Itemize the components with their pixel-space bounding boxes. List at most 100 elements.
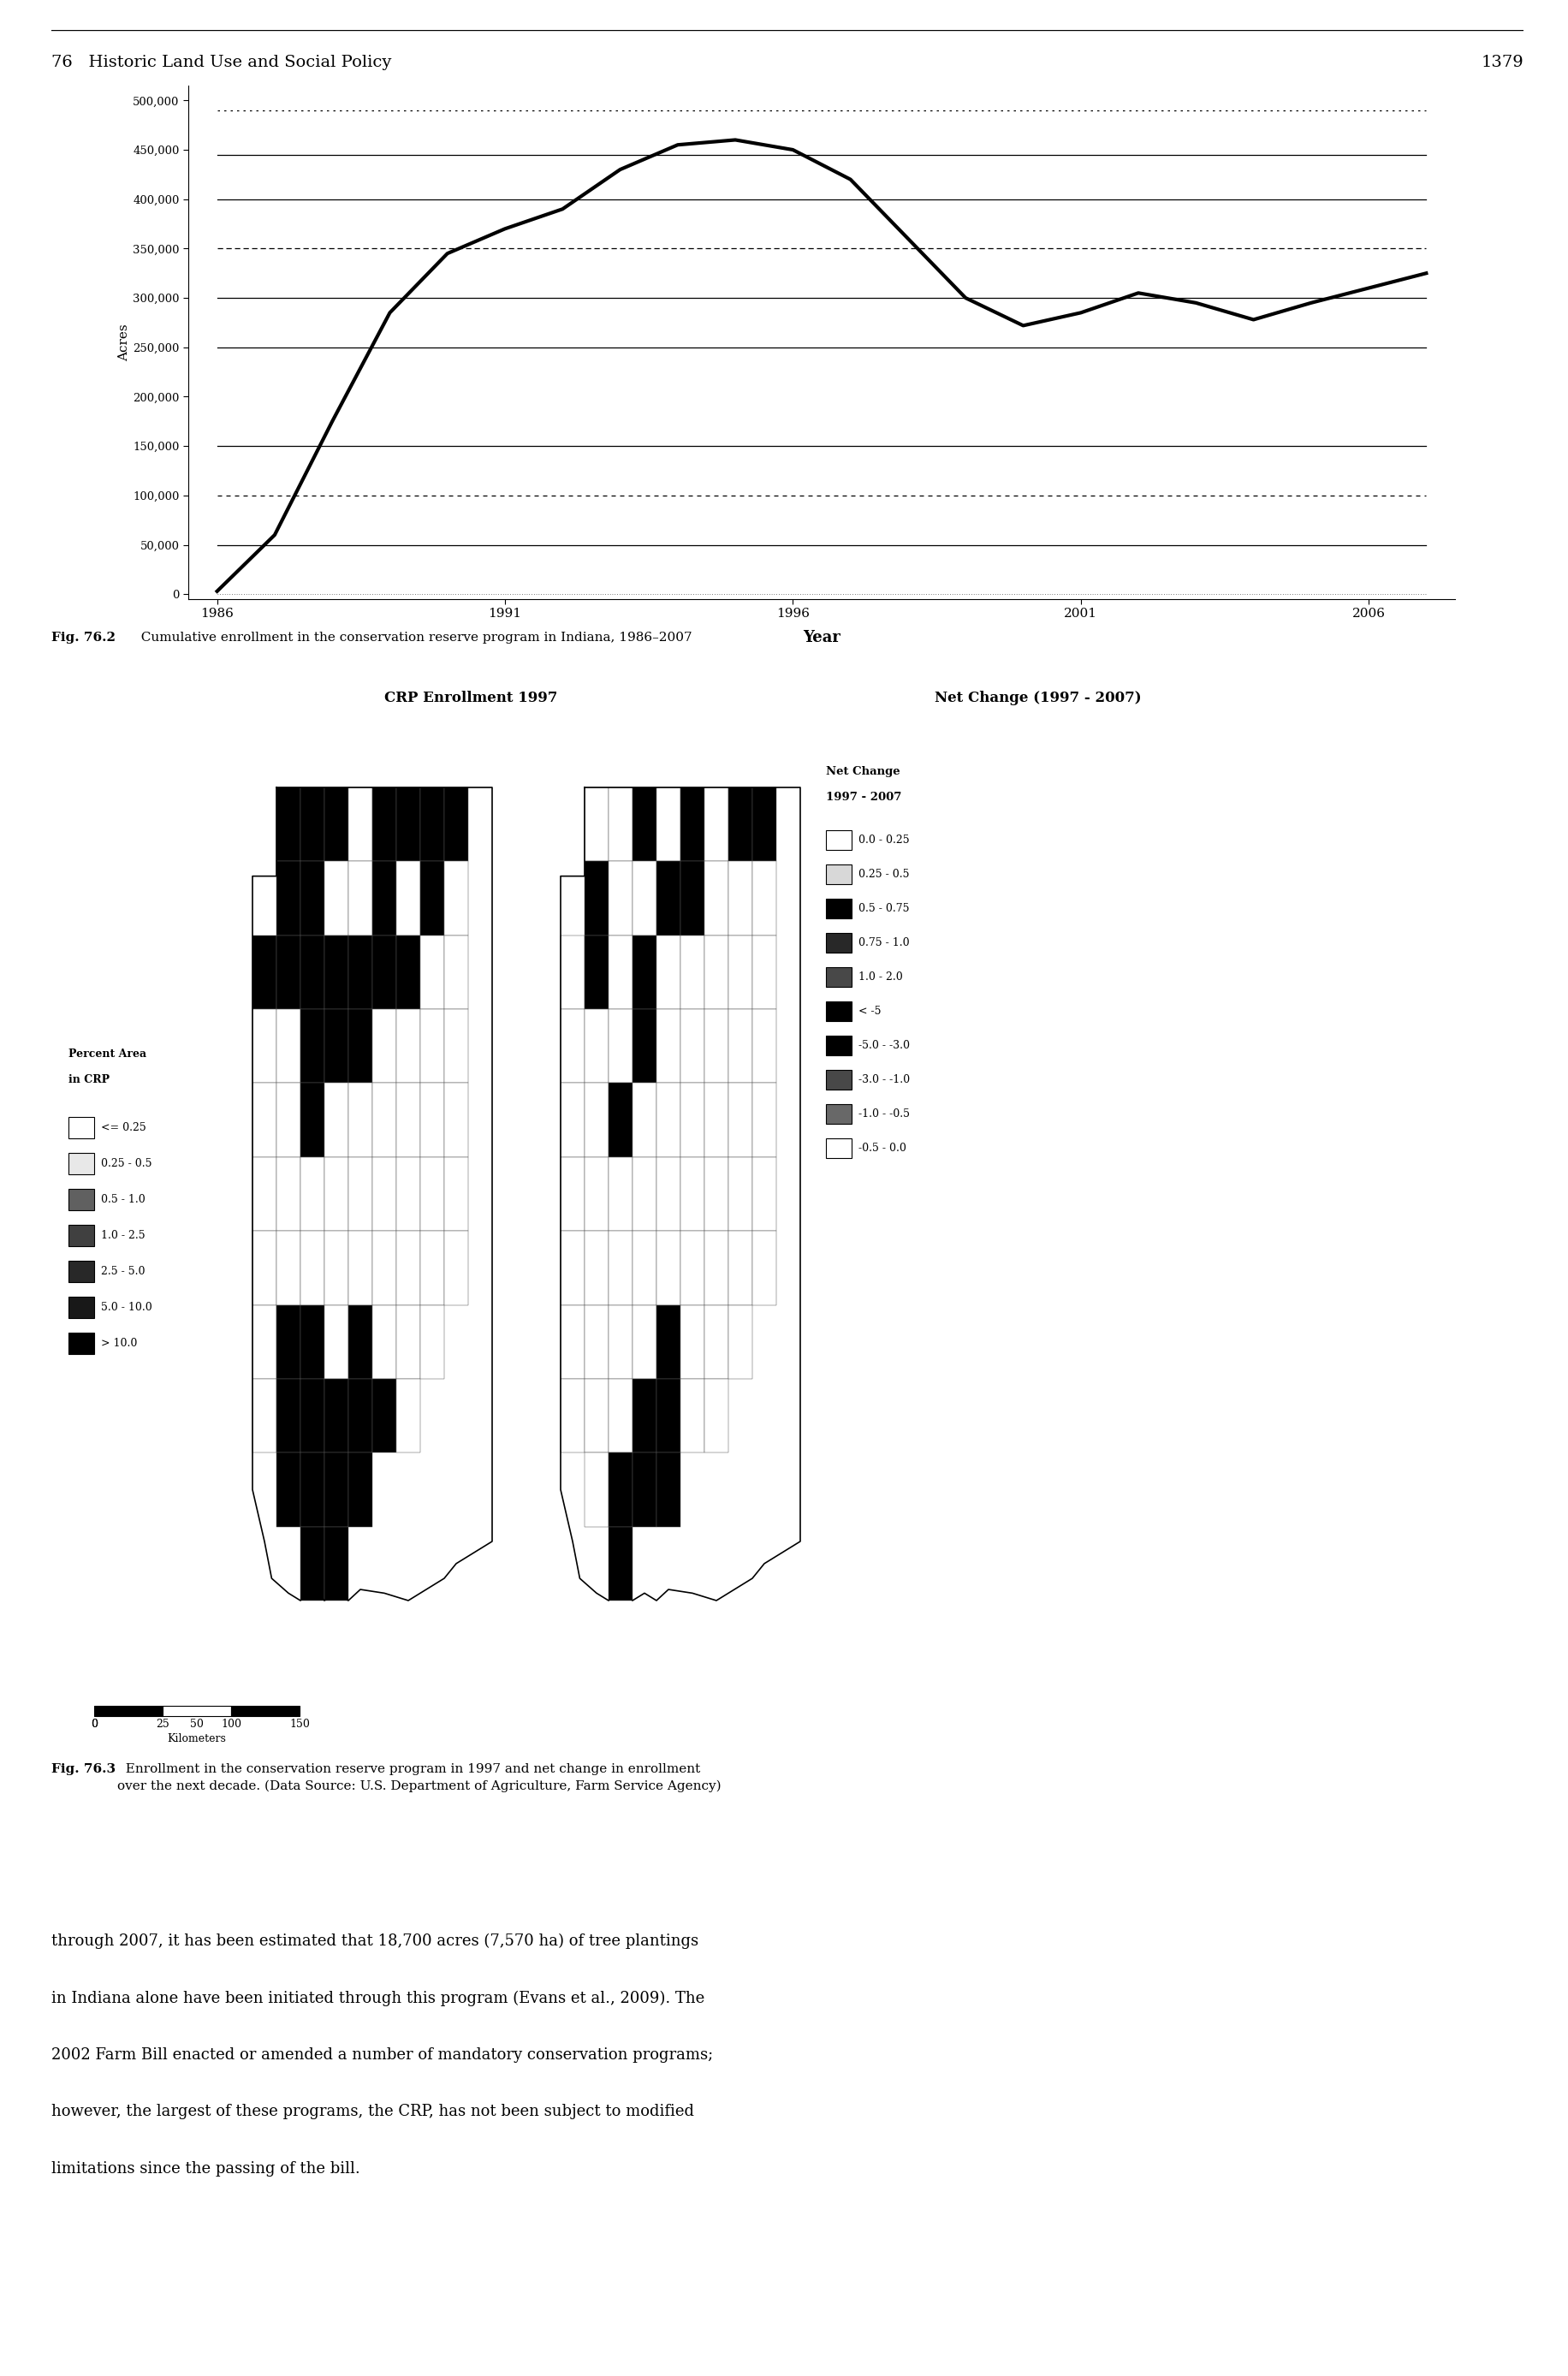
Bar xyxy=(561,1010,585,1083)
Bar xyxy=(608,1378,632,1452)
Text: through 2007, it has been estimated that 18,700 acres (7,570 ha) of tree plantin: through 2007, it has been estimated that… xyxy=(52,1934,698,1948)
Bar xyxy=(753,936,776,1010)
Bar xyxy=(348,1083,372,1157)
Text: in Indiana alone have been initiated through this program (Evans et al., 2009). : in Indiana alone have been initiated thr… xyxy=(52,1991,704,2005)
Text: Kilometers: Kilometers xyxy=(168,1732,226,1744)
Bar xyxy=(420,936,444,1010)
Bar xyxy=(826,1069,851,1091)
Text: Net Change (1997 - 2007): Net Change (1997 - 2007) xyxy=(935,691,1142,706)
Text: < -5: < -5 xyxy=(858,1005,881,1017)
Bar xyxy=(444,1231,469,1304)
Bar xyxy=(276,1231,301,1304)
Bar xyxy=(276,1304,301,1378)
Bar xyxy=(608,786,632,862)
Bar xyxy=(632,1452,657,1528)
Bar xyxy=(632,786,657,862)
Bar xyxy=(681,1083,704,1157)
Text: 0.0 - 0.25: 0.0 - 0.25 xyxy=(858,834,909,846)
Bar xyxy=(632,1231,657,1304)
Bar xyxy=(704,936,729,1010)
Bar xyxy=(325,1528,348,1601)
Bar xyxy=(325,936,348,1010)
Bar xyxy=(69,1224,94,1245)
Bar xyxy=(397,786,420,862)
Bar xyxy=(372,1083,397,1157)
Bar xyxy=(301,1528,325,1601)
Bar xyxy=(608,1528,632,1601)
Text: Net Change: Net Change xyxy=(826,765,900,777)
Bar xyxy=(420,1157,444,1231)
Text: 0: 0 xyxy=(91,1718,97,1730)
Bar xyxy=(632,1304,657,1378)
Bar xyxy=(69,1333,94,1354)
Bar xyxy=(632,862,657,936)
Bar xyxy=(276,936,301,1010)
Bar xyxy=(276,1378,301,1452)
Bar xyxy=(826,898,851,920)
Text: Percent Area: Percent Area xyxy=(69,1048,146,1060)
Bar xyxy=(397,862,420,936)
Bar xyxy=(420,1083,444,1157)
Bar xyxy=(397,1083,420,1157)
Bar xyxy=(420,786,444,862)
Bar xyxy=(561,1304,585,1378)
Bar xyxy=(325,1452,348,1528)
Bar xyxy=(301,1304,325,1378)
Text: 0.5 - 0.75: 0.5 - 0.75 xyxy=(858,903,909,915)
Bar xyxy=(561,1083,585,1157)
Text: Cumulative enrollment in the conservation reserve program in Indiana, 1986–2007: Cumulative enrollment in the conservatio… xyxy=(132,632,691,644)
Bar xyxy=(420,1231,444,1304)
Bar xyxy=(397,1010,420,1083)
Text: 1997 - 2007: 1997 - 2007 xyxy=(826,791,902,803)
Bar xyxy=(729,862,753,936)
Bar xyxy=(444,1010,469,1083)
Bar xyxy=(585,786,608,862)
Bar xyxy=(444,786,469,862)
Bar xyxy=(753,1010,776,1083)
X-axis label: Year: Year xyxy=(803,630,840,644)
Text: Fig. 76.3: Fig. 76.3 xyxy=(52,1763,116,1775)
Bar xyxy=(252,1304,276,1378)
Text: 0.25 - 0.5: 0.25 - 0.5 xyxy=(100,1157,152,1169)
Text: -5.0 - -3.0: -5.0 - -3.0 xyxy=(858,1041,909,1050)
Bar xyxy=(704,1157,729,1231)
Bar xyxy=(372,1010,397,1083)
Bar xyxy=(681,1157,704,1231)
Bar xyxy=(325,1304,348,1378)
Bar xyxy=(632,936,657,1010)
Bar xyxy=(276,1452,301,1528)
Bar xyxy=(444,1157,469,1231)
Bar xyxy=(608,936,632,1010)
Bar xyxy=(252,1157,276,1231)
Bar xyxy=(372,1304,397,1378)
Bar xyxy=(325,1010,348,1083)
Bar xyxy=(372,1231,397,1304)
Bar xyxy=(753,1157,776,1231)
Bar xyxy=(561,936,585,1010)
Bar xyxy=(585,1452,608,1528)
Text: 0.5 - 1.0: 0.5 - 1.0 xyxy=(100,1195,146,1205)
Bar xyxy=(325,862,348,936)
Bar xyxy=(608,1010,632,1083)
Bar xyxy=(276,1083,301,1157)
Text: 0.25 - 0.5: 0.25 - 0.5 xyxy=(858,870,909,879)
Bar xyxy=(608,1304,632,1378)
Bar xyxy=(681,1304,704,1378)
Text: Enrollment in the conservation reserve program in 1997 and net change in enrollm: Enrollment in the conservation reserve p… xyxy=(118,1763,721,1792)
Text: 0.75 - 1.0: 0.75 - 1.0 xyxy=(858,936,909,948)
Text: CRP Enrollment 1997: CRP Enrollment 1997 xyxy=(384,691,558,706)
Bar xyxy=(301,1083,325,1157)
Bar xyxy=(657,1231,681,1304)
Bar xyxy=(826,1000,851,1022)
Bar xyxy=(585,936,608,1010)
Bar xyxy=(608,1452,632,1528)
Bar xyxy=(657,1452,681,1528)
Bar xyxy=(325,1157,348,1231)
Bar xyxy=(826,967,851,986)
Bar xyxy=(608,1231,632,1304)
Bar xyxy=(69,1152,94,1174)
Bar xyxy=(69,1297,94,1319)
Bar xyxy=(704,862,729,936)
Bar xyxy=(252,936,276,1010)
Bar xyxy=(348,1157,372,1231)
